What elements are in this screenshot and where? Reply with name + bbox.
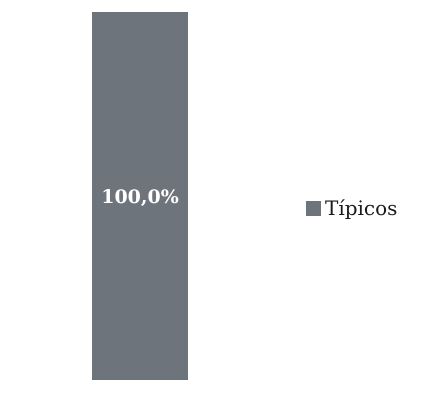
data-labels-group: 100,0%: [101, 186, 179, 208]
legend-label-tipicos: Típicos: [325, 196, 398, 220]
legend: Típicos: [306, 196, 397, 220]
bar-segment-0: [92, 12, 188, 380]
bars-group: [92, 12, 188, 380]
legend-swatch-tipicos: [306, 200, 321, 216]
data-label-0: 100,0%: [101, 186, 179, 208]
